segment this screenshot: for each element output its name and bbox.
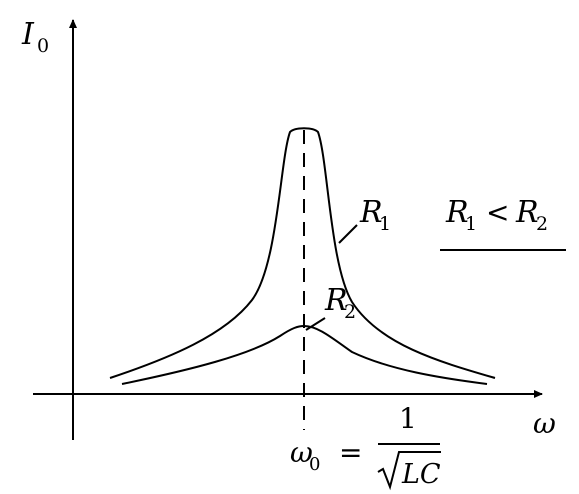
fraction-denominator: LC bbox=[401, 459, 441, 490]
x-axis-label: ω bbox=[533, 407, 556, 440]
condition-r2: R bbox=[515, 195, 539, 230]
condition-r1-subscript: 1 bbox=[465, 213, 477, 235]
curve-r2-label: R bbox=[324, 283, 348, 318]
sqrt-sign bbox=[377, 451, 441, 491]
curve-r2 bbox=[121, 324, 488, 385]
omega0-subscript: 0 bbox=[309, 454, 320, 475]
resonant-frequency-formula: ω 0 = 1 LC bbox=[290, 402, 441, 491]
curve-r1-label: R bbox=[359, 195, 383, 230]
condition-r2-subscript: 2 bbox=[536, 213, 548, 235]
omega0-symbol: ω bbox=[290, 436, 313, 469]
curve-r1 bbox=[109, 127, 496, 379]
condition-operator: < bbox=[486, 196, 509, 229]
curve-r2-label-subscript: 2 bbox=[344, 301, 356, 323]
r1-leader bbox=[338, 224, 358, 244]
r2-leader bbox=[305, 317, 326, 331]
y-axis-label-subscript: 0 bbox=[37, 35, 49, 57]
condition-label: R 1 < R 2 bbox=[445, 195, 548, 235]
y-axis-label: I bbox=[21, 17, 35, 52]
omega0-equals: = bbox=[339, 436, 362, 469]
curve-r1-label-subscript: 1 bbox=[379, 213, 391, 235]
condition-r1: R bbox=[445, 195, 469, 230]
fraction-numerator: 1 bbox=[399, 402, 417, 435]
